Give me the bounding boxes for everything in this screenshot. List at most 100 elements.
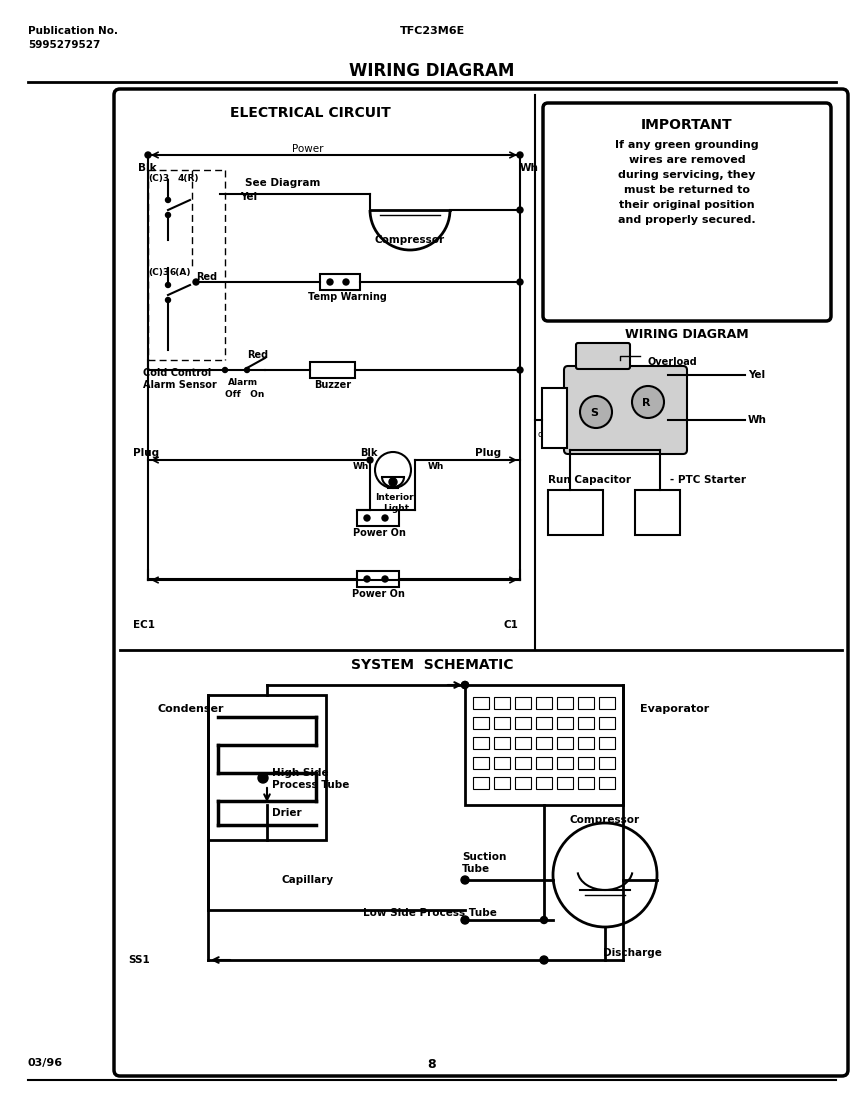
- Text: d: d: [538, 430, 543, 439]
- FancyBboxPatch shape: [310, 361, 355, 378]
- Text: and properly secured.: and properly secured.: [618, 215, 756, 225]
- Text: S: S: [590, 408, 598, 418]
- Text: Suction: Suction: [462, 852, 506, 862]
- Text: WIRING DIAGRAM: WIRING DIAGRAM: [626, 328, 749, 341]
- Text: Buzzer: Buzzer: [314, 380, 351, 390]
- Text: Discharge: Discharge: [602, 948, 662, 958]
- Circle shape: [580, 396, 612, 428]
- Text: Red: Red: [196, 272, 217, 282]
- FancyBboxPatch shape: [320, 274, 360, 290]
- Text: WIRING DIAGRAM: WIRING DIAGRAM: [349, 62, 515, 80]
- Text: Interior: Interior: [375, 493, 414, 503]
- FancyBboxPatch shape: [473, 757, 489, 769]
- Text: EC1: EC1: [133, 620, 155, 630]
- Circle shape: [375, 452, 411, 488]
- Circle shape: [517, 152, 523, 158]
- Text: Red: Red: [247, 350, 268, 360]
- Text: Temp Warning: Temp Warning: [308, 292, 387, 302]
- FancyBboxPatch shape: [494, 757, 510, 769]
- FancyBboxPatch shape: [564, 366, 687, 454]
- FancyBboxPatch shape: [536, 717, 552, 730]
- Circle shape: [461, 681, 468, 689]
- Text: 5995279527: 5995279527: [28, 40, 100, 50]
- Circle shape: [343, 279, 349, 285]
- Circle shape: [193, 279, 199, 285]
- Text: Alarm: Alarm: [228, 378, 258, 387]
- Text: Wh: Wh: [353, 462, 370, 471]
- FancyBboxPatch shape: [494, 777, 510, 789]
- Text: during servicing, they: during servicing, they: [619, 170, 756, 180]
- FancyBboxPatch shape: [515, 737, 531, 749]
- FancyBboxPatch shape: [473, 717, 489, 730]
- Text: Yel: Yel: [748, 370, 766, 380]
- FancyBboxPatch shape: [599, 757, 615, 769]
- Text: Compressor: Compressor: [375, 235, 445, 245]
- Text: must be returned to: must be returned to: [624, 185, 750, 195]
- Text: - PTC Starter: - PTC Starter: [670, 475, 746, 485]
- FancyBboxPatch shape: [473, 777, 489, 789]
- Circle shape: [553, 823, 657, 927]
- Text: Drier: Drier: [272, 808, 302, 818]
- Text: their original position: their original position: [619, 199, 755, 210]
- Circle shape: [517, 279, 523, 285]
- FancyBboxPatch shape: [208, 695, 326, 840]
- Text: Capillary: Capillary: [282, 875, 334, 885]
- Text: If any green grounding: If any green grounding: [615, 140, 759, 150]
- FancyBboxPatch shape: [536, 757, 552, 769]
- Text: Publication No.: Publication No.: [28, 26, 118, 36]
- Circle shape: [382, 515, 388, 521]
- FancyBboxPatch shape: [515, 757, 531, 769]
- Text: Blk: Blk: [138, 163, 156, 173]
- Text: (C)3: (C)3: [148, 268, 169, 277]
- FancyBboxPatch shape: [542, 388, 567, 449]
- Circle shape: [223, 367, 227, 372]
- FancyBboxPatch shape: [576, 343, 630, 369]
- Text: Plug: Plug: [133, 449, 159, 458]
- FancyBboxPatch shape: [578, 757, 594, 769]
- Text: Overload: Overload: [648, 357, 698, 367]
- Text: Run Capacitor: Run Capacitor: [548, 475, 631, 485]
- Text: wires are removed: wires are removed: [629, 155, 746, 165]
- Circle shape: [166, 213, 170, 217]
- FancyBboxPatch shape: [114, 89, 848, 1076]
- FancyBboxPatch shape: [515, 696, 531, 709]
- Circle shape: [327, 279, 333, 285]
- FancyBboxPatch shape: [578, 777, 594, 789]
- Text: SS1: SS1: [128, 955, 149, 965]
- Text: Low Side Process Tube: Low Side Process Tube: [363, 908, 497, 918]
- Text: 4(R): 4(R): [178, 174, 200, 183]
- FancyBboxPatch shape: [494, 696, 510, 709]
- Text: Process Tube: Process Tube: [272, 780, 349, 790]
- Text: High Side: High Side: [272, 768, 328, 778]
- Circle shape: [166, 298, 170, 303]
- Circle shape: [245, 367, 250, 372]
- FancyBboxPatch shape: [578, 717, 594, 730]
- Circle shape: [364, 576, 370, 582]
- FancyBboxPatch shape: [557, 777, 573, 789]
- Circle shape: [517, 207, 523, 213]
- Text: 03/96: 03/96: [28, 1058, 63, 1068]
- Text: (C)3: (C)3: [148, 174, 169, 183]
- FancyBboxPatch shape: [473, 696, 489, 709]
- FancyBboxPatch shape: [578, 696, 594, 709]
- FancyBboxPatch shape: [557, 696, 573, 709]
- Text: Condenser: Condenser: [158, 704, 225, 714]
- Text: 8: 8: [428, 1058, 436, 1071]
- FancyBboxPatch shape: [494, 737, 510, 749]
- Text: Plug: Plug: [475, 449, 501, 458]
- FancyBboxPatch shape: [357, 510, 399, 526]
- Text: See Diagram: See Diagram: [245, 179, 321, 188]
- Circle shape: [461, 876, 469, 884]
- Circle shape: [258, 773, 268, 784]
- FancyBboxPatch shape: [536, 777, 552, 789]
- Circle shape: [364, 515, 370, 521]
- Circle shape: [166, 197, 170, 203]
- FancyBboxPatch shape: [515, 777, 531, 789]
- Text: Cold Control: Cold Control: [143, 368, 212, 378]
- Circle shape: [367, 457, 373, 463]
- Text: Tube: Tube: [462, 864, 490, 874]
- Text: Wh: Wh: [520, 163, 539, 173]
- Text: Alarm Sensor: Alarm Sensor: [143, 380, 217, 390]
- Text: 6(A): 6(A): [170, 268, 192, 277]
- Text: Off   On: Off On: [225, 390, 264, 399]
